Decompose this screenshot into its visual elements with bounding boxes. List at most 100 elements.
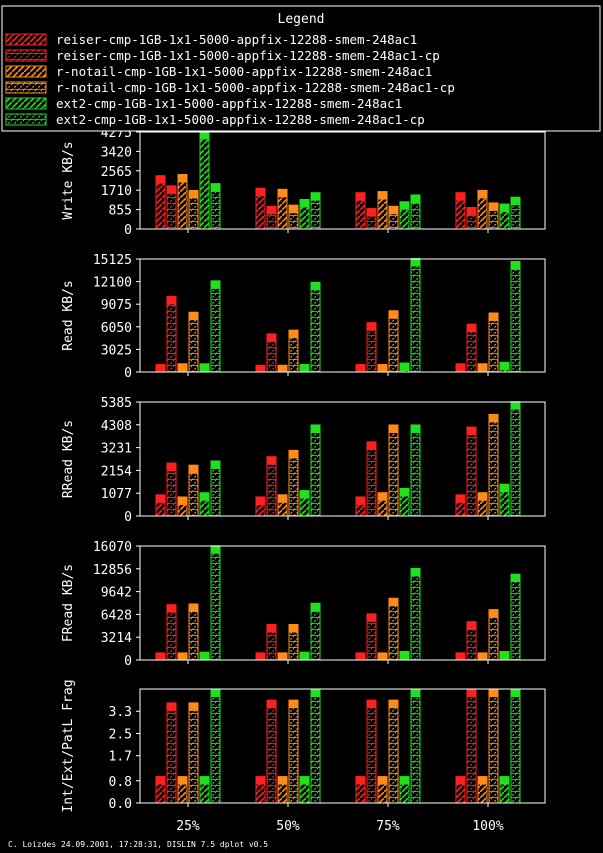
bar-cap [511,401,520,410]
bar [488,413,499,517]
bar-cap [456,494,465,503]
bar-cap [156,776,165,785]
bar-cap [489,414,498,423]
bar-cap [356,192,365,201]
y-tick-label: 2565 [101,165,132,180]
bar [310,602,321,661]
bar-cap [400,488,409,497]
bar-cap [367,700,376,709]
bar-cap [156,652,165,660]
bar-cap [356,776,365,785]
bar [210,688,221,804]
legend: Legend reiser-cmp-1GB-1x1-5000-appfix-12… [1,5,601,132]
bar [388,597,399,661]
bar [210,280,221,373]
bar [510,260,521,373]
bar [266,456,277,517]
bar-cap [311,603,320,612]
bar-cap [156,364,165,372]
bar-cap [356,364,365,372]
legend-entry-label: ext2-cmp-1GB-1x1-5000-appfix-12288-smem-… [56,96,402,111]
bar-cap [478,363,487,372]
y-axis-label: FRead KB/s [61,564,76,642]
bar-cap [500,362,509,371]
bar [366,441,377,517]
y-axis-label: Read KB/s [61,280,76,350]
plot-frame [139,258,546,373]
bar [510,688,521,804]
bar-cap [211,689,220,697]
bar [199,130,210,230]
bar [166,702,177,804]
bar [466,426,477,517]
y-tick-label: 0 [124,223,132,238]
bar-cap [256,776,265,785]
bar-cap [478,652,487,660]
x-tick-label: 50% [276,819,300,834]
y-tick-label: 0.8 [109,775,132,790]
bar-cap [489,202,498,211]
bar-cap [400,201,409,210]
bar-cap [267,456,276,465]
y-tick-label: 0.0 [109,797,132,812]
y-tick-label: 1077 [101,487,132,502]
bar-cap [367,322,376,331]
bar-cap [200,776,209,785]
bar-cap [500,776,509,785]
bar-cap [278,189,287,198]
bar-cap [211,183,220,192]
bar-cap [300,652,309,660]
bar [488,312,499,373]
bar-cap [367,441,376,450]
y-tick-label: 15125 [93,253,132,268]
bar-cap [389,424,398,433]
x-tick-label: 75% [376,819,400,834]
bar-cap [178,496,187,505]
bar [310,281,321,373]
y-tick-label: 0 [124,366,132,381]
bar-cap [300,490,309,499]
bar [310,424,321,517]
bar-cap [256,365,265,372]
bar-cap [289,700,298,709]
chart-panel: 0.0 0.8 1.7 2.5 3.3 Int/Ext/PatL Frag 25% 50% 75… [61,679,546,834]
bar-cap [367,208,376,217]
bar-cap [311,192,320,201]
bar-cap [467,427,476,436]
y-tick-label: 12100 [93,276,132,291]
bar-cap [200,492,209,501]
bar-cap [500,204,509,213]
bar [188,603,199,661]
plot-frame [139,545,546,661]
bar-cap [300,776,309,785]
bar [410,688,421,804]
bar-cap [278,365,287,372]
bar-cap [467,324,476,333]
bar-cap [289,624,298,633]
bar [188,311,199,373]
bar-cap [489,312,498,321]
bar-cap [511,197,520,206]
bar-cap [156,494,165,503]
bar-cap [300,199,309,208]
y-tick-label: 1710 [101,184,132,199]
bar [177,174,188,230]
bar-cap [311,689,320,697]
legend-swatch [5,97,47,110]
bar-cap [200,652,209,660]
plot-frame [139,688,546,804]
y-tick-label: 9075 [101,298,132,313]
bar-cap [356,652,365,660]
bar-cap [311,282,320,291]
bar [366,699,377,804]
y-tick-label: 0 [124,654,132,669]
bar-cap [256,188,265,197]
y-tick-label: 2.5 [109,727,132,742]
legend-swatch [5,65,47,78]
legend-frame [1,5,601,132]
bar-cap [189,603,198,612]
bar-cap [378,364,387,372]
bar-cap [211,545,220,554]
bar-cap [289,450,298,459]
